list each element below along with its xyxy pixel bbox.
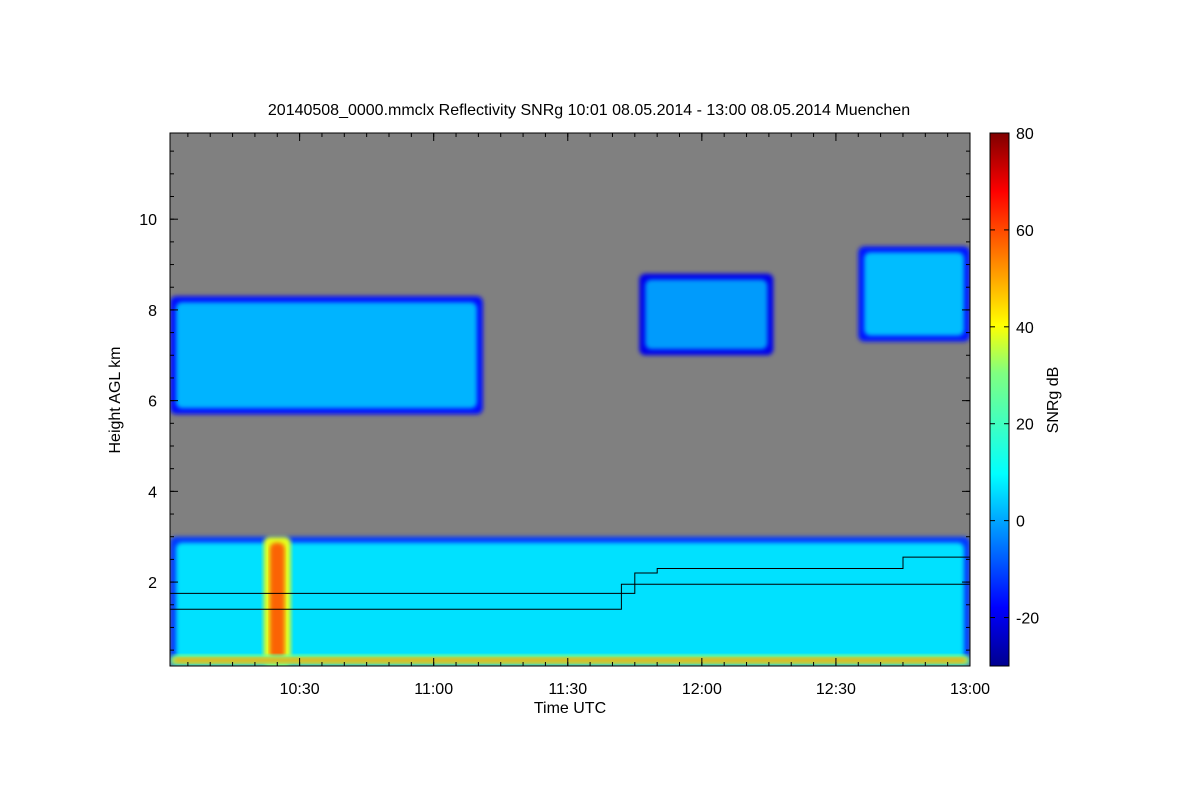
y-tick-label: 10 [139, 212, 157, 229]
chart-title: 20140508_0000.mmclx Reflectivity SNRg 10… [268, 102, 910, 119]
colorbar-tick-label: 60 [1016, 223, 1034, 240]
plot-frame [169, 132, 971, 667]
colorbar-label: SNRg dB [1045, 367, 1062, 434]
echo-core-0 [176, 302, 477, 409]
x-axis-label: Time UTC [534, 700, 606, 717]
echo-layer [170, 246, 970, 666]
x-tick-label: 13:00 [950, 681, 990, 698]
y-tick-label: 6 [148, 394, 157, 411]
x-tick-label: 10:30 [280, 681, 320, 698]
y-axis: 2 4 6 8 10 [139, 150, 970, 651]
y-axis-label: Height AGL km [107, 346, 124, 453]
y-tick-label: 2 [148, 575, 157, 592]
echo-core-1 [645, 279, 768, 350]
x-axis: 10:30 11:00 11:30 12:00 12:30 13:00 [187, 133, 990, 698]
colorbar-tick-label: -20 [1016, 611, 1039, 628]
boundary-line-1 [170, 583, 970, 610]
echo-core-3 [176, 542, 964, 660]
colorbar-tick-label: 40 [1016, 320, 1034, 337]
x-tick-label: 11:30 [548, 681, 587, 698]
boundary-line-0 [170, 556, 970, 594]
echo-core-4 [269, 542, 285, 660]
echo-core-5 [172, 657, 968, 664]
echo-core-2 [864, 252, 964, 336]
x-tick-label: 11:00 [414, 681, 453, 698]
boundary-lines [170, 556, 970, 610]
colorbar-tick-label: 20 [1016, 417, 1034, 434]
x-tick-label: 12:00 [682, 681, 722, 698]
colorbar-axis: -20 0 20 40 60 80 [990, 126, 1039, 628]
x-tick-label: 12:30 [816, 681, 856, 698]
y-tick-label: 4 [148, 484, 157, 501]
colorbar-tick-label: 0 [1016, 514, 1025, 531]
colorbar [989, 132, 1010, 667]
y-tick-label: 8 [148, 303, 157, 320]
colorbar-tick-label: 80 [1016, 126, 1034, 143]
